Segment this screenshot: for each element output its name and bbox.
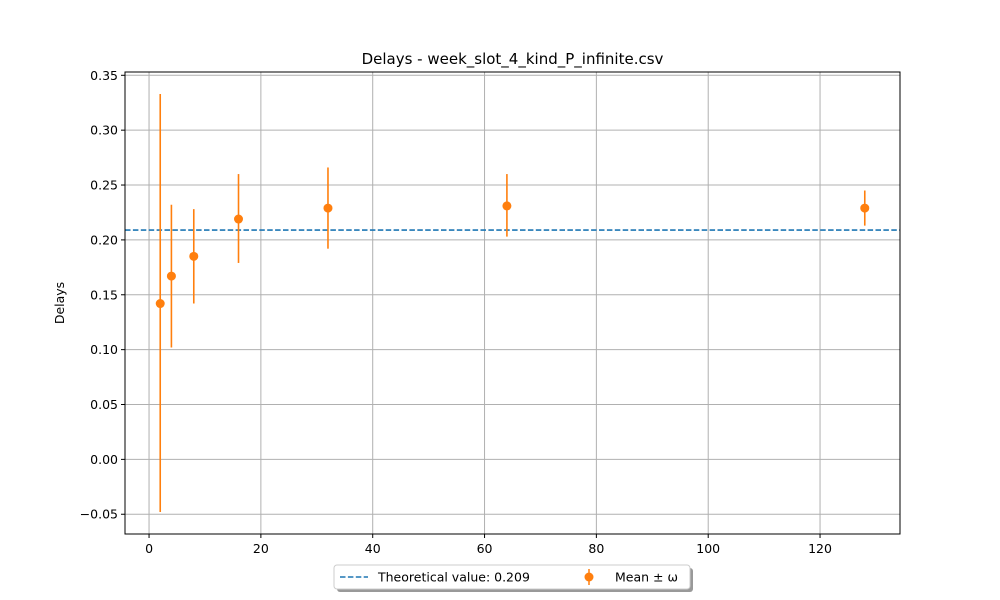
x-tick-label: 0 [145, 541, 153, 556]
legend: Theoretical value: 0.209 Mean ± ω [333, 564, 693, 592]
y-tick-label: 0.00 [90, 452, 118, 467]
y-tick-label: 0.25 [90, 178, 118, 193]
x-tick-label: 120 [808, 541, 832, 556]
y-tick-label: 0.05 [90, 397, 118, 412]
legend-box [333, 564, 691, 590]
data-point [502, 201, 512, 211]
y-tick-label: 0.35 [90, 68, 118, 83]
x-tick-label: 60 [477, 541, 493, 556]
y-tick-label: 0.10 [90, 342, 118, 357]
plot-area [125, 72, 900, 534]
ticks: 0 20 40 60 80 100 120 −0.05 0.00 0.05 0.10 0.15 0.20… [80, 68, 832, 556]
data-point [860, 203, 870, 213]
chart-title: Delays - week_slot_4_kind_P_infinite.csv [362, 50, 664, 69]
point-layer [155, 201, 870, 309]
legend-label-reference-line: Theoretical value: 0.209 [377, 570, 530, 585]
x-tick-label: 20 [253, 541, 269, 556]
data-point [155, 299, 165, 309]
y-axis-label: Delays [52, 282, 67, 324]
x-tick-label: 80 [588, 541, 604, 556]
legend-label-series: Mean ± ω [615, 570, 678, 585]
y-tick-label: −0.05 [80, 507, 118, 522]
x-tick-label: 100 [696, 541, 720, 556]
y-tick-label: 0.30 [90, 123, 118, 138]
data-point [323, 203, 333, 213]
plot-frame [124, 71, 901, 535]
y-tick-label: 0.15 [90, 287, 118, 302]
data-point [234, 214, 244, 224]
legend-swatch-marker [584, 572, 594, 582]
data-point [189, 251, 199, 261]
data-point [166, 271, 176, 281]
y-tick-label: 0.20 [90, 232, 118, 247]
grid [125, 72, 900, 534]
x-tick-label: 40 [365, 541, 381, 556]
